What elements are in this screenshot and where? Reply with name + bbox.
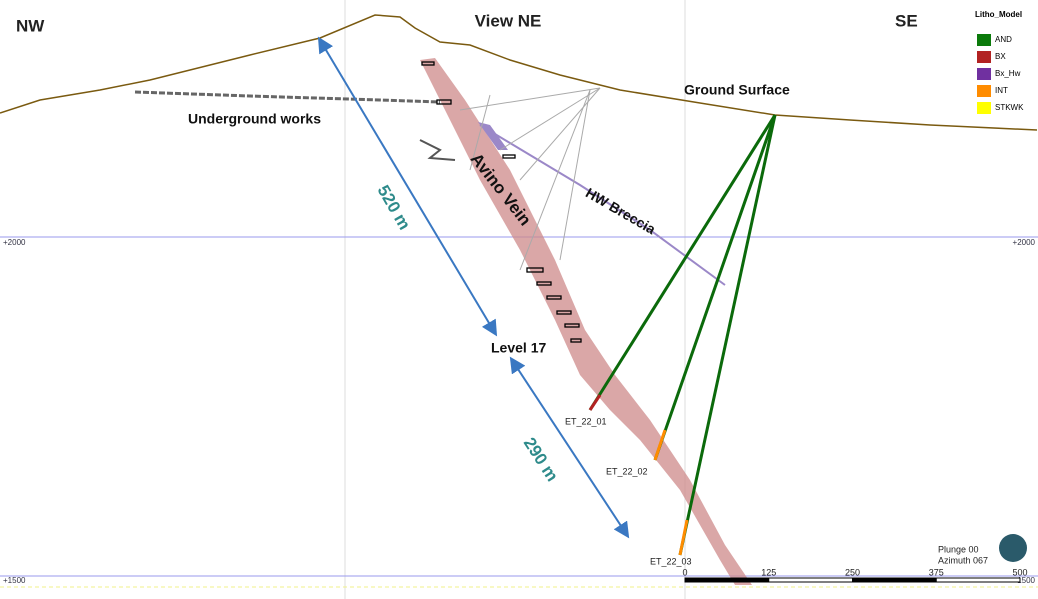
legend: AND BX Bx_Hw INT STKWK xyxy=(977,34,1024,114)
legend-title: Litho_Model xyxy=(975,10,1022,19)
scale-label: 125 xyxy=(761,567,776,577)
scale-label: 375 xyxy=(929,567,944,577)
view-label: View NE xyxy=(475,11,542,30)
legend-swatch xyxy=(977,51,991,63)
drillhole-label: ET_22_03 xyxy=(650,556,692,566)
annotation: Level 17 xyxy=(491,340,546,356)
annotation: Underground works xyxy=(188,111,321,127)
direction-label: SE xyxy=(895,11,918,30)
legend-label: Bx_Hw xyxy=(995,69,1021,78)
annotation: Ground Surface xyxy=(684,82,790,98)
legend-swatch xyxy=(977,68,991,80)
legend-swatch xyxy=(977,102,991,114)
scale-segment xyxy=(935,577,1021,583)
legend-label: STKWK xyxy=(995,103,1024,112)
legend-label: AND xyxy=(995,35,1012,44)
elevation-label: +1500 xyxy=(3,576,26,585)
elevation-label: +2000 xyxy=(1013,238,1036,247)
scale-segment xyxy=(852,577,937,583)
view-info: Azimuth 067 xyxy=(938,555,988,565)
scale-label: 250 xyxy=(845,567,860,577)
drillhole-label: ET_22_01 xyxy=(565,416,607,426)
elevation-label: +2000 xyxy=(3,238,26,247)
view-info: Plunge 00 xyxy=(938,544,979,554)
scale-bar: 0 125 250 375 500 xyxy=(682,567,1028,583)
scale-segment xyxy=(684,577,770,583)
logo xyxy=(999,534,1027,562)
legend-label: BX xyxy=(995,52,1006,61)
legend-swatch xyxy=(977,34,991,46)
vein xyxy=(420,58,752,585)
scale-label: 0 xyxy=(682,567,687,577)
legend-swatch xyxy=(977,85,991,97)
distance-arrow xyxy=(509,356,630,539)
direction-label: NW xyxy=(16,16,45,35)
scale-segment xyxy=(768,577,853,583)
distance-arrow xyxy=(317,36,498,337)
elevation-label: +1500 xyxy=(1013,576,1036,585)
breccia xyxy=(479,124,726,286)
legend-label: INT xyxy=(995,86,1008,95)
scale-label: 500 xyxy=(1012,567,1027,577)
drillhole-label: ET_22_02 xyxy=(606,466,648,476)
